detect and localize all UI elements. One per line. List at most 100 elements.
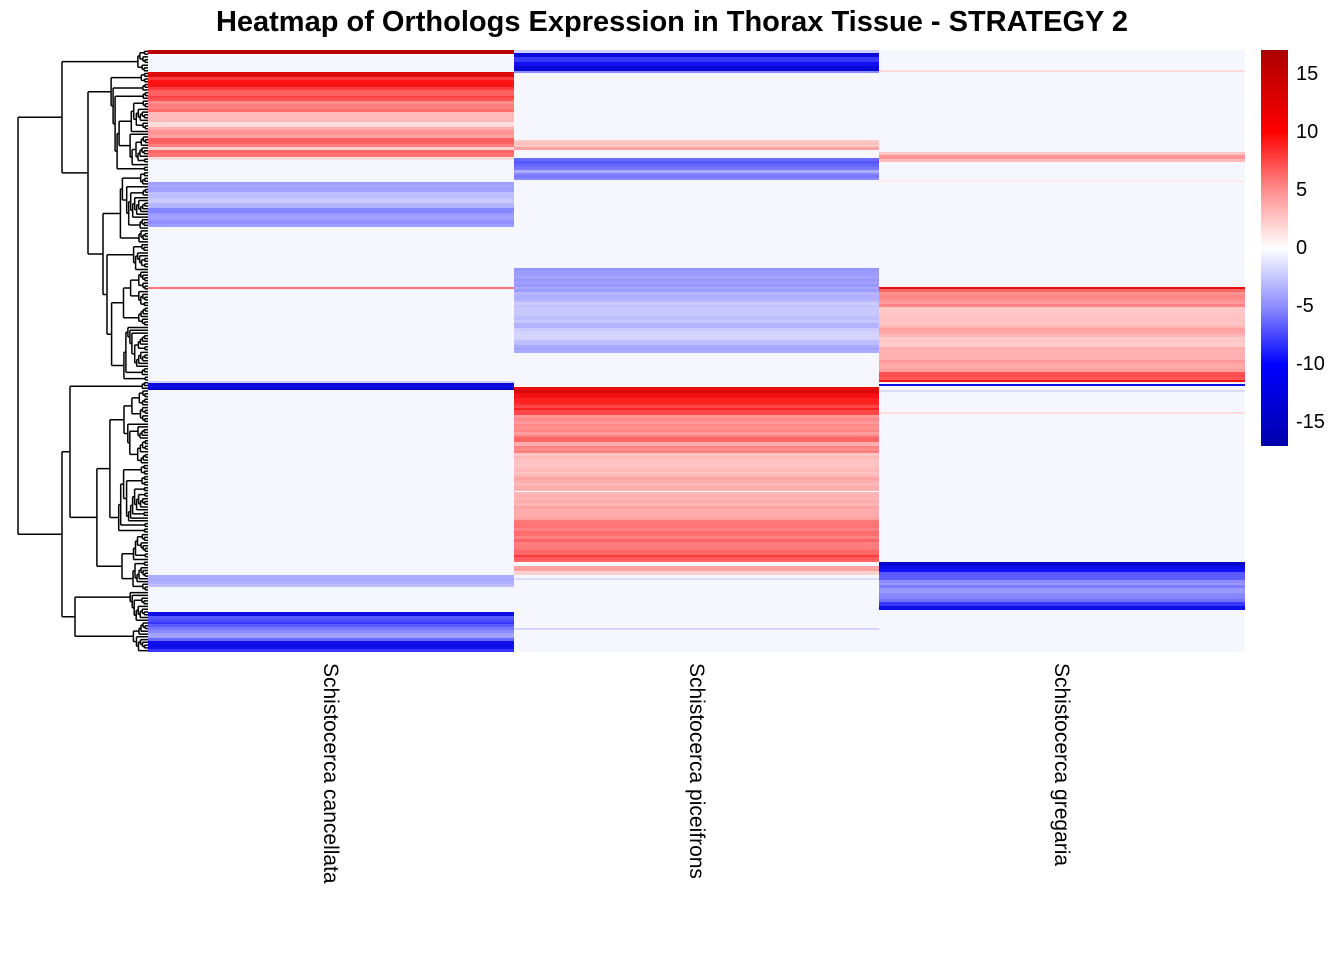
- heatmap-segment: [513, 390, 880, 393]
- heatmap-segment: [148, 618, 514, 622]
- heatmap-segment: [148, 581, 514, 584]
- heatmap-segment: [513, 549, 880, 553]
- heatmap-segment: [879, 295, 1245, 298]
- heatmap-segment: [879, 384, 1245, 386]
- heatmap-segment: [879, 352, 1245, 355]
- heatmap-column-piceifrons: [513, 50, 880, 652]
- heatmap-segment: [513, 500, 880, 503]
- heatmap-segment: [879, 412, 1245, 414]
- plot-title: Heatmap of Orthologs Expression in Thora…: [215, 6, 1129, 38]
- heatmap-segment: [513, 430, 880, 433]
- heatmap-segment: [513, 337, 880, 340]
- heatmap-segment: [148, 87, 514, 90]
- heatmap-segment: [513, 281, 880, 284]
- heatmap-segment: [513, 167, 880, 170]
- heatmap-segment: [879, 590, 1245, 594]
- heatmap-segment: [513, 432, 880, 435]
- heatmap-segment: [879, 354, 1245, 358]
- heatmap-segment: [513, 448, 880, 451]
- heatmap-segment: [513, 418, 880, 421]
- heatmap-segment: [879, 159, 1245, 162]
- heatmap-segment: [513, 480, 880, 483]
- heatmap-segment: [148, 72, 514, 77]
- heatmap-segment: [879, 377, 1245, 380]
- heatmap-segment: [148, 641, 514, 644]
- heatmap-segment: [513, 268, 880, 271]
- heatmap-segment: [513, 477, 880, 480]
- heatmap-segment: [513, 557, 880, 560]
- heatmap-segment: [148, 112, 514, 115]
- heatmap-segment: [148, 189, 514, 192]
- heatmap-segment: [513, 442, 880, 446]
- heatmap-segment: [879, 566, 1245, 569]
- heatmap-segment: [879, 342, 1245, 345]
- heatmap-segment: [148, 122, 514, 127]
- heatmap-segment: [148, 383, 514, 386]
- heatmap-segment: [879, 70, 1245, 72]
- heatmap-segment: [513, 461, 880, 464]
- heatmap-segment: [148, 381, 514, 383]
- heatmap-segment: [513, 286, 880, 290]
- heatmap-segment: [513, 446, 880, 449]
- heatmap-grid: [148, 50, 1245, 652]
- heatmap-column-gregaria: [879, 50, 1245, 652]
- heatmap-segment: [148, 624, 514, 627]
- heatmap-segment: [513, 566, 880, 571]
- heatmap-segment: [513, 522, 880, 526]
- heatmap-segment: [879, 582, 1245, 586]
- heatmap-segment: [513, 273, 880, 276]
- heatmap-segment: [148, 575, 514, 578]
- heatmap-segment: [148, 144, 514, 147]
- heatmap-segment: [513, 334, 880, 337]
- heatmap-segment: [513, 571, 880, 575]
- heatmap-segment: [879, 152, 1245, 155]
- heatmap-segment: [513, 66, 880, 71]
- heatmap-segment: [513, 559, 880, 562]
- colorbar-tick--15: -15: [1296, 411, 1325, 434]
- heatmap-segment: [879, 360, 1245, 363]
- colorbar-tick-10: 10: [1296, 120, 1319, 143]
- heatmap-segment: [148, 387, 514, 390]
- heatmap-segment: [513, 403, 880, 406]
- heatmap-segment: [148, 643, 514, 647]
- heatmap-segment: [513, 312, 880, 316]
- heatmap-segment: [513, 528, 880, 531]
- heatmap-segment: [879, 569, 1245, 572]
- heatmap-segment: [148, 90, 514, 93]
- heatmap-segment: [513, 578, 880, 580]
- heatmap-segment: [148, 132, 514, 136]
- heatmap-segment: [148, 147, 514, 150]
- heatmap-column-cancellata: [148, 50, 514, 652]
- heatmap-segment: [513, 328, 880, 331]
- heatmap-segment: [879, 304, 1245, 307]
- heatmap-segment: [148, 79, 514, 83]
- heatmap-segment: [513, 450, 880, 453]
- heatmap-segment: [513, 315, 880, 318]
- heatmap-segment: [879, 372, 1245, 375]
- heatmap-segment: [513, 62, 880, 66]
- heatmap-segment: [513, 485, 880, 489]
- heatmap-segment: [879, 374, 1245, 378]
- heatmap-segment: [513, 297, 880, 300]
- heatmap-segment: [513, 455, 880, 459]
- heatmap-segment: [879, 325, 1245, 328]
- heatmap-segment: [513, 278, 880, 282]
- heatmap-segment: [148, 182, 514, 185]
- heatmap-segment: [513, 463, 880, 467]
- heatmap-segment: [513, 474, 880, 477]
- heatmap-segment: [513, 170, 880, 173]
- heatmap-segment: [148, 197, 514, 201]
- heatmap-segment: [513, 147, 880, 150]
- heatmap-segment: [513, 437, 880, 442]
- heatmap-segment: [513, 494, 880, 498]
- heatmap-segment: [148, 82, 514, 85]
- heatmap-segment: [513, 173, 880, 176]
- heatmap-segment: [148, 638, 514, 641]
- heatmap-segment: [148, 224, 514, 227]
- x-axis-labels: Schistocerca cancellata Schistocerca pic…: [0, 660, 1344, 960]
- heatmap-segment: [879, 307, 1245, 310]
- heatmap-segment: [513, 424, 880, 427]
- heatmap-segment: [513, 497, 880, 500]
- heatmap-segment: [513, 415, 880, 418]
- heatmap-segment: [148, 129, 514, 133]
